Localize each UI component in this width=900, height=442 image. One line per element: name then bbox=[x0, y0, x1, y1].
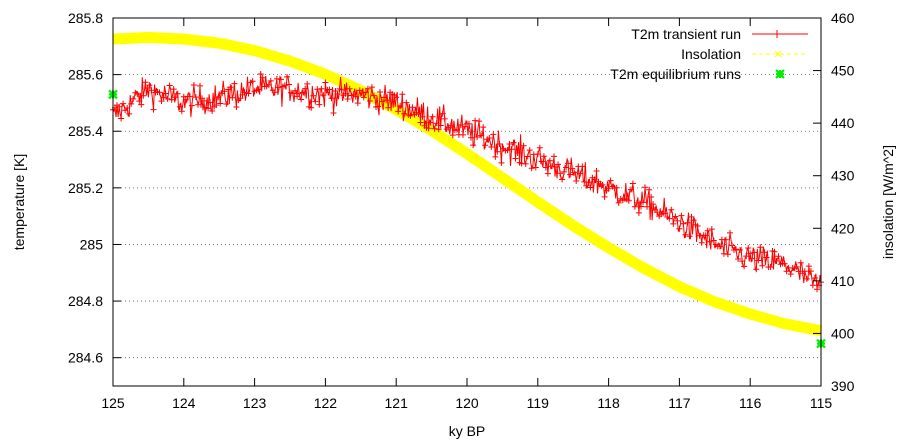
y-left-tick-label: 284.6 bbox=[68, 350, 103, 366]
x-tick-label: 119 bbox=[527, 395, 550, 411]
y-right-tick-labels: 390 400 410 420 430 440 450 460 bbox=[831, 10, 855, 394]
y-right-tick-label: 460 bbox=[831, 10, 855, 26]
y-right-tick-label: 450 bbox=[831, 63, 855, 79]
y-right-tick-label: 390 bbox=[831, 378, 855, 394]
y-right-tick-label: 440 bbox=[831, 115, 855, 131]
x-tick-label: 123 bbox=[243, 395, 267, 411]
y-left-tick-label: 284.8 bbox=[68, 293, 103, 309]
legend: T2m transient run Insolation T2m equilib… bbox=[610, 26, 808, 82]
y-right-tick-label: 410 bbox=[831, 273, 855, 289]
legend-swatch-equilibrium bbox=[775, 69, 785, 79]
x-tick-label: 121 bbox=[385, 395, 409, 411]
transient-line bbox=[112, 73, 822, 290]
axis-ticks bbox=[112, 17, 822, 387]
legend-label-insolation: Insolation bbox=[681, 46, 741, 62]
x-tick-label: 122 bbox=[314, 395, 338, 411]
x-tick-labels: 125 124 123 122 121 120 119 118 117 116 115 bbox=[101, 395, 832, 411]
legend-label-transient: T2m transient run bbox=[631, 26, 741, 42]
legend-swatch-insolation bbox=[752, 50, 808, 58]
transient-series bbox=[110, 71, 824, 293]
x-tick-label: 115 bbox=[810, 395, 833, 411]
x-axis-label: ky BP bbox=[449, 423, 486, 439]
x-tick-label: 120 bbox=[455, 395, 479, 411]
y-right-tick-label: 420 bbox=[831, 220, 855, 236]
y-left-tick-label: 285.4 bbox=[68, 123, 103, 139]
x-tick-label: 118 bbox=[597, 395, 620, 411]
grid-lines bbox=[113, 74, 821, 359]
transient-markers bbox=[110, 71, 824, 293]
x-tick-label: 124 bbox=[172, 395, 196, 411]
y-axis-right-label: insolation [W/m^2] bbox=[880, 145, 896, 259]
insolation-series bbox=[111, 32, 823, 337]
legend-label-equilibrium: T2m equilibrium runs bbox=[610, 66, 741, 82]
y-left-tick-label: 285.6 bbox=[68, 67, 103, 83]
y-left-tick-labels: 284.6 284.8 285 285.2 285.4 285.6 285.8 bbox=[68, 10, 103, 366]
y-right-tick-label: 400 bbox=[831, 325, 855, 341]
y-left-tick-label: 285 bbox=[80, 236, 104, 252]
x-tick-label: 125 bbox=[101, 395, 125, 411]
y-right-tick-label: 430 bbox=[831, 168, 855, 184]
legend-swatch-transient bbox=[752, 30, 808, 38]
x-tick-label: 116 bbox=[739, 395, 762, 411]
y-axis-left-label: temperature [K] bbox=[11, 154, 27, 251]
x-tick-label: 117 bbox=[668, 395, 691, 411]
y-left-tick-label: 285.2 bbox=[68, 180, 103, 196]
y-left-tick-label: 285.8 bbox=[68, 10, 103, 26]
insolation-line bbox=[111, 32, 823, 337]
